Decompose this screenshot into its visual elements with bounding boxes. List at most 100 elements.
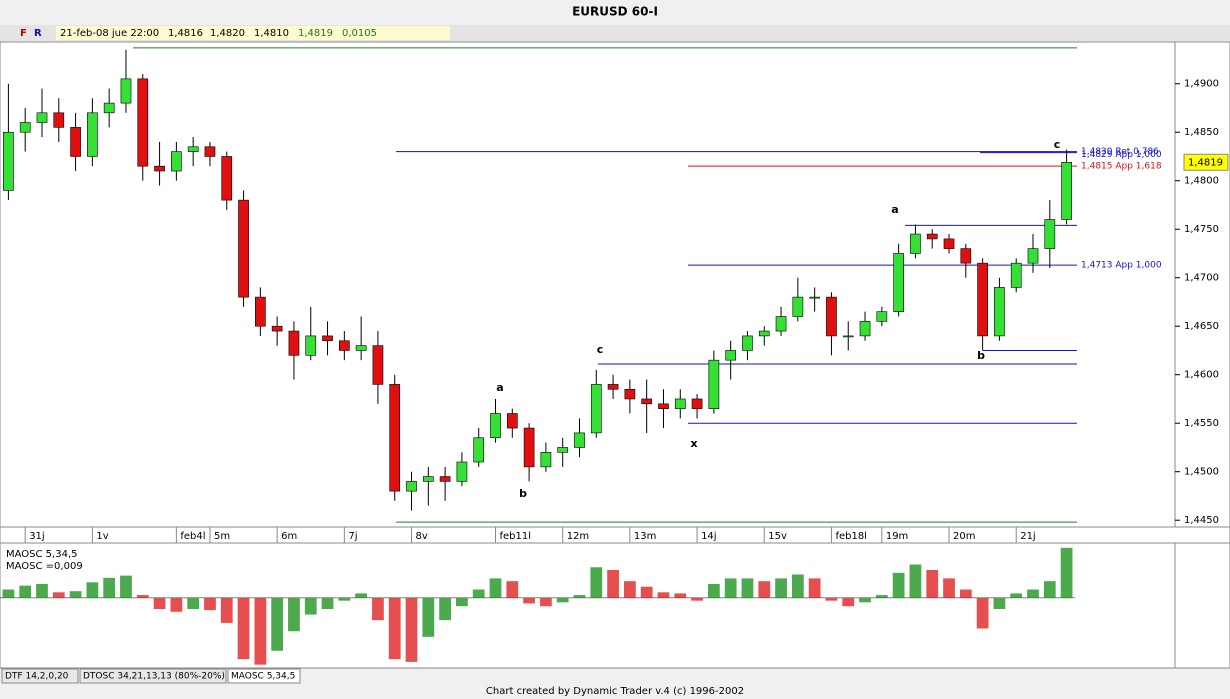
x-tick-label: 12m <box>567 531 589 542</box>
x-tick-label: feb4l <box>180 531 205 542</box>
oscillator-bar <box>859 597 871 603</box>
footer: Chart created by Dynamic Trader v.4 (c) … <box>486 686 744 697</box>
oscillator-bar <box>506 581 519 598</box>
oscillator-bar <box>959 589 972 598</box>
candle-body <box>70 127 81 157</box>
oscillator-bar <box>204 597 216 611</box>
candle-body <box>792 296 804 317</box>
candle-body <box>708 359 720 409</box>
candle-body <box>658 403 669 409</box>
wave-label: c <box>1054 138 1061 151</box>
oscillator-bar <box>136 595 149 598</box>
x-tick-label: 19m <box>886 531 908 542</box>
candle-body <box>1061 161 1072 220</box>
oscillator-bar <box>2 589 15 598</box>
candle-body <box>137 78 149 167</box>
wave-label: b <box>519 487 527 500</box>
oscillator-bar <box>523 597 535 604</box>
indicator-tab-label[interactable]: MAOSC 5,34,5 <box>231 672 295 682</box>
oscillator-bar <box>187 597 200 610</box>
candle-body <box>809 296 820 299</box>
oscillator-bar <box>19 585 32 598</box>
x-tick-label: feb11l <box>500 531 532 542</box>
candle-body <box>103 102 115 114</box>
oscillator-bar <box>321 597 334 610</box>
oscillator-bar <box>1010 593 1023 598</box>
last-price-label: 1,4819 <box>1188 157 1223 168</box>
candle-body <box>53 112 65 128</box>
oscillator-bar <box>288 597 300 632</box>
candle-body <box>171 151 182 172</box>
candle-body <box>960 248 972 264</box>
oscillator-bar <box>355 593 368 598</box>
candle-body <box>389 384 401 492</box>
oscillator-bar <box>724 578 737 598</box>
x-tick-label: 6m <box>281 531 297 542</box>
title-bar <box>0 0 1230 24</box>
oscillator-bar <box>103 577 116 598</box>
info-date: 21-feb-08 jue 22:00 <box>60 28 159 39</box>
candle-body <box>674 398 686 409</box>
level-label: 1,4830 Ret 0,786 <box>1081 147 1159 157</box>
indicator-tab[interactable] <box>1 668 79 684</box>
oscillator-readout: MAOSC =0,009 <box>6 561 83 572</box>
level-label: 1,4815 App 1,618 <box>1081 162 1162 172</box>
candle-body <box>338 340 350 351</box>
oscillator-bar <box>170 597 183 612</box>
candle-body <box>372 345 384 385</box>
candle-body <box>87 112 98 157</box>
candle-body <box>557 447 569 453</box>
candle-body <box>19 122 31 133</box>
oscillator-bar <box>304 597 317 615</box>
chart-title: EURUSD 60-I <box>572 5 658 19</box>
oscillator-bar <box>439 597 451 621</box>
indicator-tab[interactable] <box>79 668 227 684</box>
candle-body <box>473 437 485 463</box>
x-tick-label: 13m <box>634 531 656 542</box>
oscillator-bar <box>86 582 99 598</box>
candle-body <box>876 311 888 322</box>
candle-body <box>574 432 585 448</box>
candle-body <box>523 427 535 468</box>
oscillator-bar <box>624 581 636 598</box>
indicator-tab-label[interactable]: DTF 14,2,0,20 <box>5 672 69 682</box>
oscillator-bar <box>573 595 586 598</box>
candle-body <box>691 398 703 409</box>
oscillator-bar <box>1060 547 1073 598</box>
info-close: 1,4819 <box>298 28 333 39</box>
x-tick-label: 7j <box>348 531 357 542</box>
oscillator-bar <box>943 578 955 598</box>
oscillator-bar <box>540 597 552 607</box>
oscillator-bar <box>388 597 401 660</box>
oscillator-bar <box>741 578 754 598</box>
oscillator-bar <box>36 583 48 598</box>
x-tick-label: 5m <box>214 531 230 542</box>
info-change: 0,0105 <box>342 28 377 39</box>
oscillator-bar <box>271 597 284 651</box>
candle-body <box>624 388 636 400</box>
indicator-tab[interactable] <box>227 668 301 684</box>
candle-body <box>641 398 653 405</box>
candle-body <box>322 335 333 342</box>
button-f[interactable]: F <box>20 28 27 39</box>
oscillator-bar <box>489 578 502 598</box>
oscillator-title: MAOSC 5,34,5 <box>6 549 77 560</box>
oscillator-bar <box>422 597 435 637</box>
oscillator-bar <box>993 597 1006 610</box>
candle-body <box>36 112 48 123</box>
oscillator-bar <box>775 578 787 598</box>
x-tick-label: 15v <box>768 531 787 542</box>
oscillator-bar <box>456 597 468 607</box>
y-tick-label: 1,4900 <box>1184 79 1219 90</box>
oscillator-bar <box>909 564 922 598</box>
candle-body <box>204 146 216 157</box>
x-tick-label: feb18l <box>835 531 867 542</box>
button-r[interactable]: R <box>34 28 42 39</box>
oscillator-bar <box>758 581 771 598</box>
wave-label: a <box>496 381 503 394</box>
x-tick-label: 1v <box>96 531 108 542</box>
y-tick-label: 1,4850 <box>1184 127 1219 138</box>
candle-body <box>255 296 266 327</box>
indicator-tab-label[interactable]: DTOSC 34,21,13,13 (80%-20%) <box>83 672 225 682</box>
candle-body <box>826 296 837 337</box>
